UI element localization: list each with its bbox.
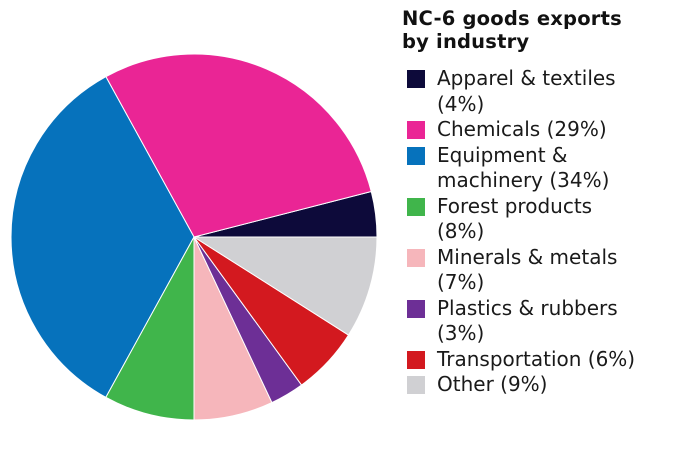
legend-item-forest-products: Forest products (8%) <box>407 194 682 245</box>
legend-label-line: machinery (34%) <box>437 168 610 192</box>
legend-item-minerals-metals: Minerals & metals (7%) <box>407 245 682 296</box>
legend-swatch <box>407 70 425 88</box>
legend-item-apparel-textiles: Apparel & textiles (4%) <box>407 66 682 117</box>
legend-label-line: Forest products <box>437 193 593 218</box>
legend-swatch <box>407 197 425 216</box>
legend-label-line: Plastics & rubbers <box>437 295 618 320</box>
pie-svg <box>10 53 378 421</box>
legend-label-line: Other (9%) <box>437 372 548 396</box>
legend-swatch <box>407 376 425 394</box>
chart-legend: Apparel & textiles (4%) Chemicals (29%) Equ… <box>407 66 682 398</box>
pie-slice-other-9 <box>193 236 378 336</box>
legend-label-line: Equipment & <box>437 142 568 167</box>
legend-label-line: (8%) <box>437 219 485 243</box>
legend-item-chemicals-29: Chemicals (29%) <box>407 117 682 143</box>
legend-swatch <box>407 248 425 267</box>
legend-item-other-9: Other (9%) <box>407 372 682 398</box>
legend-label-line: Apparel & textiles <box>437 66 616 90</box>
legend-swatch <box>407 121 425 139</box>
chart-title: NC-6 goods exports by industry <box>402 7 682 53</box>
legend-swatch <box>407 299 425 318</box>
legend-label-line: (4%) <box>437 91 485 116</box>
pie-chart <box>10 53 378 421</box>
legend-label-line: (3%) <box>437 321 485 345</box>
legend-item-equipment: Equipment & machinery (34%) <box>407 143 682 194</box>
pie-slice-equipment <box>10 76 195 398</box>
pie-slice-forest-products <box>105 236 195 421</box>
legend-swatch <box>407 350 425 369</box>
chart-title-line-2: by industry <box>402 30 530 53</box>
legend-item-plastics-rubbers: Plastics & rubbers (3%) <box>407 296 682 347</box>
pie-slice-chemicals-29 <box>105 53 372 238</box>
legend-label-line: Transportation (6%) <box>437 346 636 371</box>
legend-label-line: Minerals & metals <box>437 244 618 269</box>
legend-swatch <box>407 146 425 165</box>
legend-label-line: Chemicals (29%) <box>437 117 607 141</box>
legend-item-transportation-6: Transportation (6%) <box>407 347 682 373</box>
legend-label-line: (7%) <box>437 270 485 294</box>
chart-title-line-1: NC-6 goods exports <box>402 7 622 30</box>
